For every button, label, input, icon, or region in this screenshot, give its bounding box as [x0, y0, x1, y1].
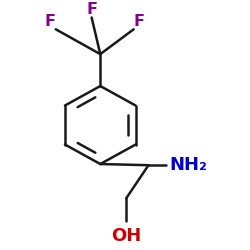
- Text: F: F: [86, 2, 97, 18]
- Text: F: F: [45, 14, 56, 29]
- Text: NH₂: NH₂: [170, 156, 207, 174]
- Text: OH: OH: [111, 227, 141, 245]
- Text: F: F: [134, 14, 145, 29]
